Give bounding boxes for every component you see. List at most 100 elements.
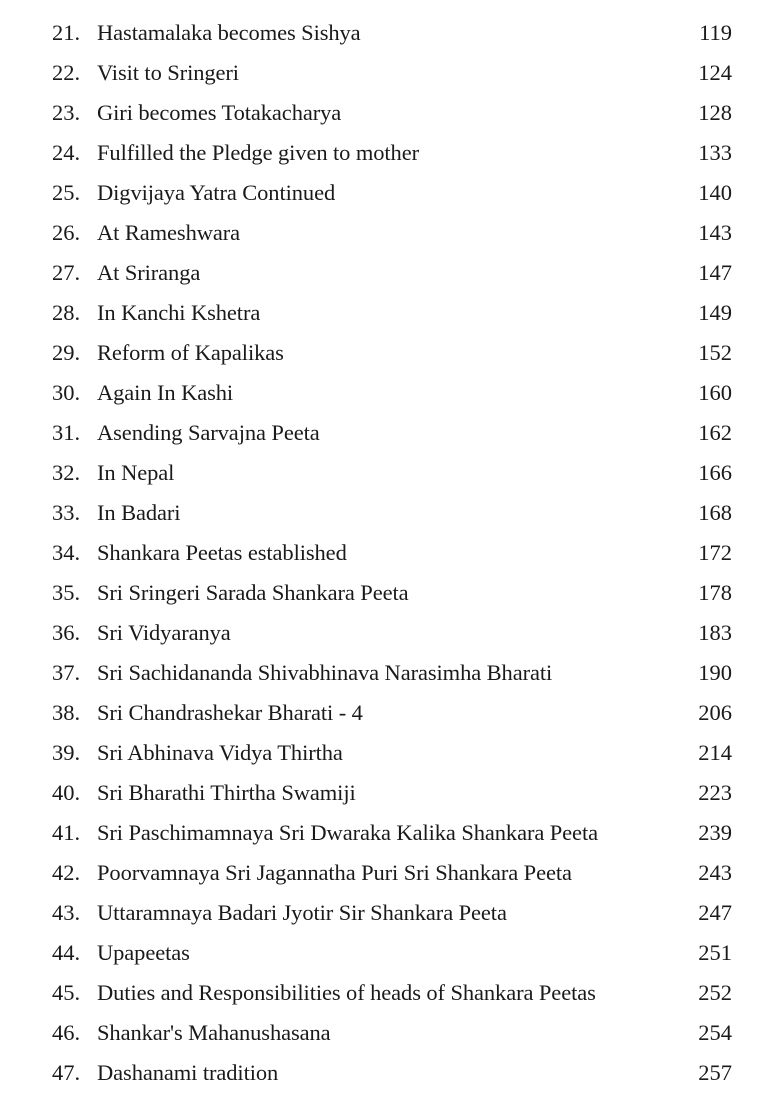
chapter-title: At Rameshwara bbox=[97, 220, 241, 245]
table-of-contents: 21. Hastamalaka becomes Sishya 119 22. Visit… bbox=[0, 13, 780, 1093]
chapter-title: At Sriranga bbox=[97, 260, 201, 285]
toc-entry: 27. At Sriranga 147 bbox=[0, 253, 780, 293]
page-number: 206 bbox=[698, 700, 732, 725]
page-number: 190 bbox=[698, 660, 732, 685]
toc-entry: 21. Hastamalaka becomes Sishya 119 bbox=[0, 13, 780, 53]
page-number: 140 bbox=[698, 180, 732, 205]
page-number: 160 bbox=[698, 380, 732, 405]
page-number: 243 bbox=[698, 860, 732, 885]
toc-entry: 37. Sri Sachidananda Shivabhinava Narasim… bbox=[0, 653, 780, 693]
toc-entry: 22. Visit to Sringeri 124 bbox=[0, 53, 780, 93]
chapter-number: 47. bbox=[52, 1060, 81, 1085]
chapter-number: 36. bbox=[52, 620, 81, 645]
chapter-number: 29. bbox=[52, 340, 81, 365]
page-number: 152 bbox=[698, 340, 732, 365]
toc-entry: 33. In Badari 168 bbox=[0, 493, 780, 533]
chapter-number: 38. bbox=[52, 700, 81, 725]
chapter-title: Reform of Kapalikas bbox=[97, 340, 284, 365]
chapter-number: 24. bbox=[52, 140, 81, 165]
toc-entry: 36. Sri Vidyaranya 183 bbox=[0, 613, 780, 653]
page-number: 166 bbox=[698, 460, 732, 485]
toc-entry: 30. Again In Kashi 160 bbox=[0, 373, 780, 413]
chapter-title: Sri Chandrashekar Bharati - 4 bbox=[97, 700, 363, 725]
toc-entry: 46. Shankar's Mahanushasana 254 bbox=[0, 1013, 780, 1053]
chapter-number: 25. bbox=[52, 180, 81, 205]
toc-entry: 41. Sri Paschimamnaya Sri Dwaraka Kalika … bbox=[0, 813, 780, 853]
chapter-title: Shankar's Mahanushasana bbox=[97, 1020, 331, 1045]
chapter-number: 31. bbox=[52, 420, 81, 445]
toc-entry: 29. Reform of Kapalikas 152 bbox=[0, 333, 780, 373]
chapter-number: 45. bbox=[52, 980, 81, 1005]
toc-entry: 23. Giri becomes Totakacharya 128 bbox=[0, 93, 780, 133]
page-number: 178 bbox=[698, 580, 732, 605]
chapter-title: Sri Paschimamnaya Sri Dwaraka Kalika Sha… bbox=[97, 820, 598, 845]
chapter-title: Visit to Sringeri bbox=[97, 60, 239, 85]
chapter-number: 28. bbox=[52, 300, 81, 325]
page-number: 223 bbox=[698, 780, 732, 805]
chapter-number: 26. bbox=[52, 220, 81, 245]
toc-entry: 45. Duties and Responsibilities of heads … bbox=[0, 973, 780, 1013]
page-number: 257 bbox=[698, 1060, 732, 1085]
toc-entry: 32. In Nepal 166 bbox=[0, 453, 780, 493]
chapter-number: 27. bbox=[52, 260, 81, 285]
chapter-title: Sri Bharathi Thirtha Swamiji bbox=[97, 780, 356, 805]
page-number: 119 bbox=[699, 20, 732, 45]
page-number: 172 bbox=[698, 540, 732, 565]
chapter-number: 35. bbox=[52, 580, 81, 605]
chapter-title: Fulfilled the Pledge given to mother bbox=[97, 140, 419, 165]
chapter-number: 39. bbox=[52, 740, 81, 765]
page-number: 162 bbox=[698, 420, 732, 445]
chapter-number: 23. bbox=[52, 100, 81, 125]
page-number: 124 bbox=[698, 60, 732, 85]
chapter-number: 41. bbox=[52, 820, 81, 845]
chapter-title: Sri Sringeri Sarada Shankara Peeta bbox=[97, 580, 409, 605]
chapter-title: Duties and Responsibilities of heads of … bbox=[97, 980, 596, 1005]
chapter-number: 42. bbox=[52, 860, 81, 885]
chapter-title: Dashanami tradition bbox=[97, 1060, 279, 1085]
chapter-title: In Nepal bbox=[97, 460, 175, 485]
toc-entry: 39. Sri Abhinava Vidya Thirtha 214 bbox=[0, 733, 780, 773]
chapter-number: 21. bbox=[52, 20, 81, 45]
page-number: 254 bbox=[698, 1020, 732, 1045]
toc-entry: 38. Sri Chandrashekar Bharati - 4 206 bbox=[0, 693, 780, 733]
chapter-number: 44. bbox=[52, 940, 81, 965]
chapter-number: 43. bbox=[52, 900, 81, 925]
chapter-number: 22. bbox=[52, 60, 81, 85]
toc-entry: 28. In Kanchi Kshetra 149 bbox=[0, 293, 780, 333]
chapter-number: 30. bbox=[52, 380, 81, 405]
page-number: 133 bbox=[698, 140, 732, 165]
page-number: 252 bbox=[698, 980, 732, 1005]
page-number: 214 bbox=[698, 740, 732, 765]
toc-entry: 35. Sri Sringeri Sarada Shankara Peeta 178 bbox=[0, 573, 780, 613]
chapter-title: In Kanchi Kshetra bbox=[97, 300, 261, 325]
chapter-title: Sri Sachidananda Shivabhinava Narasimha … bbox=[97, 660, 553, 685]
chapter-title: Sri Abhinava Vidya Thirtha bbox=[97, 740, 343, 765]
toc-entry: 47. Dashanami tradition 257 bbox=[0, 1053, 780, 1093]
toc-entry: 40. Sri Bharathi Thirtha Swamiji 223 bbox=[0, 773, 780, 813]
toc-entry: 42. Poorvamnaya Sri Jagannatha Puri Sri S… bbox=[0, 853, 780, 893]
page-number: 143 bbox=[698, 220, 732, 245]
chapter-title: Poorvamnaya Sri Jagannatha Puri Sri Shan… bbox=[97, 860, 572, 885]
chapter-title: Asending Sarvajna Peeta bbox=[97, 420, 320, 445]
chapter-title: Digvijaya Yatra Continued bbox=[97, 180, 336, 205]
page-number: 239 bbox=[698, 820, 732, 845]
page-number: 183 bbox=[698, 620, 732, 645]
toc-entry: 44. Upapeetas 251 bbox=[0, 933, 780, 973]
toc-entry: 24. Fulfilled the Pledge given to mother 1… bbox=[0, 133, 780, 173]
chapter-title: Giri becomes Totakacharya bbox=[97, 100, 342, 125]
page-number: 251 bbox=[698, 940, 732, 965]
chapter-title: Shankara Peetas established bbox=[97, 540, 347, 565]
chapter-number: 37. bbox=[52, 660, 81, 685]
page-number: 149 bbox=[698, 300, 732, 325]
toc-entry: 25. Digvijaya Yatra Continued 140 bbox=[0, 173, 780, 213]
chapter-title: Uttaramnaya Badari Jyotir Sir Shankara P… bbox=[97, 900, 507, 925]
chapter-title: Again In Kashi bbox=[97, 380, 234, 405]
chapter-number: 34. bbox=[52, 540, 81, 565]
page-number: 168 bbox=[698, 500, 732, 525]
toc-entry: 34. Shankara Peetas established 172 bbox=[0, 533, 780, 573]
chapter-number: 33. bbox=[52, 500, 81, 525]
chapter-number: 46. bbox=[52, 1020, 81, 1045]
page-number: 247 bbox=[698, 900, 732, 925]
page-number: 128 bbox=[698, 100, 732, 125]
chapter-title: Upapeetas bbox=[97, 940, 190, 965]
